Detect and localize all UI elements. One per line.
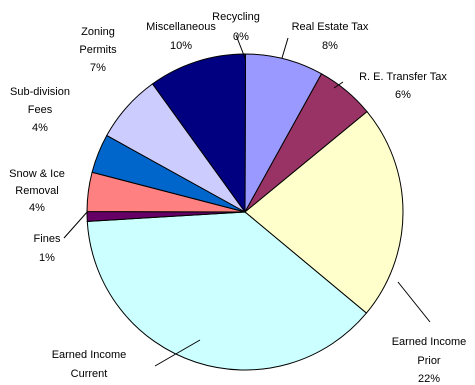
label-snow-ice-removal-percent: 4% [29, 202, 45, 214]
label-recycling-percent: 0% [233, 31, 249, 43]
slice-earned-income-current [86, 211, 368, 371]
label-zoning-permits-percent: 7% [90, 62, 106, 74]
label-real-estate-tax-name: Real Estate Tax [292, 21, 369, 33]
label-snow-ice-removal-name-2: Removal [15, 185, 58, 197]
label-miscellaneous-percent: 10% [170, 40, 192, 52]
leader-line-recycling [235, 34, 246, 59]
pie-slices [86, 53, 404, 371]
slice-miscellaneous [151, 53, 247, 214]
label-earned-income-prior-name-1: Earned Income [392, 336, 467, 348]
label-sub-division-fees-name-1: Sub-division [10, 86, 70, 98]
label-re-transfer-tax-name: R. E. Transfer Tax [359, 71, 447, 83]
leader-line-earned-income-current [154, 339, 201, 367]
label-earned-income-current-name-1: Earned Income [52, 349, 127, 361]
leader-line-real-estate-tax [281, 37, 289, 59]
label-real-estate-tax-percent: 8% [322, 40, 338, 52]
label-recycling-name: Recycling [212, 11, 260, 23]
label-sub-division-fees-percent: 4% [32, 122, 48, 134]
slice-labels: Recycling 0% Real Estate Tax 8% R. E. Tr… [9, 11, 466, 385]
label-earned-income-prior-name-2: Prior [417, 355, 441, 367]
label-zoning-permits-name-1: Zoning [81, 26, 115, 38]
label-snow-ice-removal-name-1: Snow & Ice [9, 168, 65, 180]
label-earned-income-current-name-2: Current [71, 368, 108, 380]
leader-line-earned-income-prior [397, 281, 431, 323]
label-zoning-permits-name-2: Permits [79, 44, 117, 56]
label-earned-income-prior-percent: 22% [418, 373, 440, 385]
slice-earned-income-prior [244, 110, 404, 314]
label-miscellaneous-name: Miscellaneous [146, 21, 216, 33]
label-fines-percent: 1% [39, 252, 55, 264]
label-sub-division-fees-name-2: Fees [28, 104, 53, 116]
label-fines-name: Fines [34, 233, 61, 245]
leader-lines [63, 34, 431, 367]
leader-line-re-transfer-tax [333, 81, 344, 89]
label-re-transfer-tax-percent: 6% [395, 89, 411, 101]
leader-line-fines [63, 210, 89, 239]
